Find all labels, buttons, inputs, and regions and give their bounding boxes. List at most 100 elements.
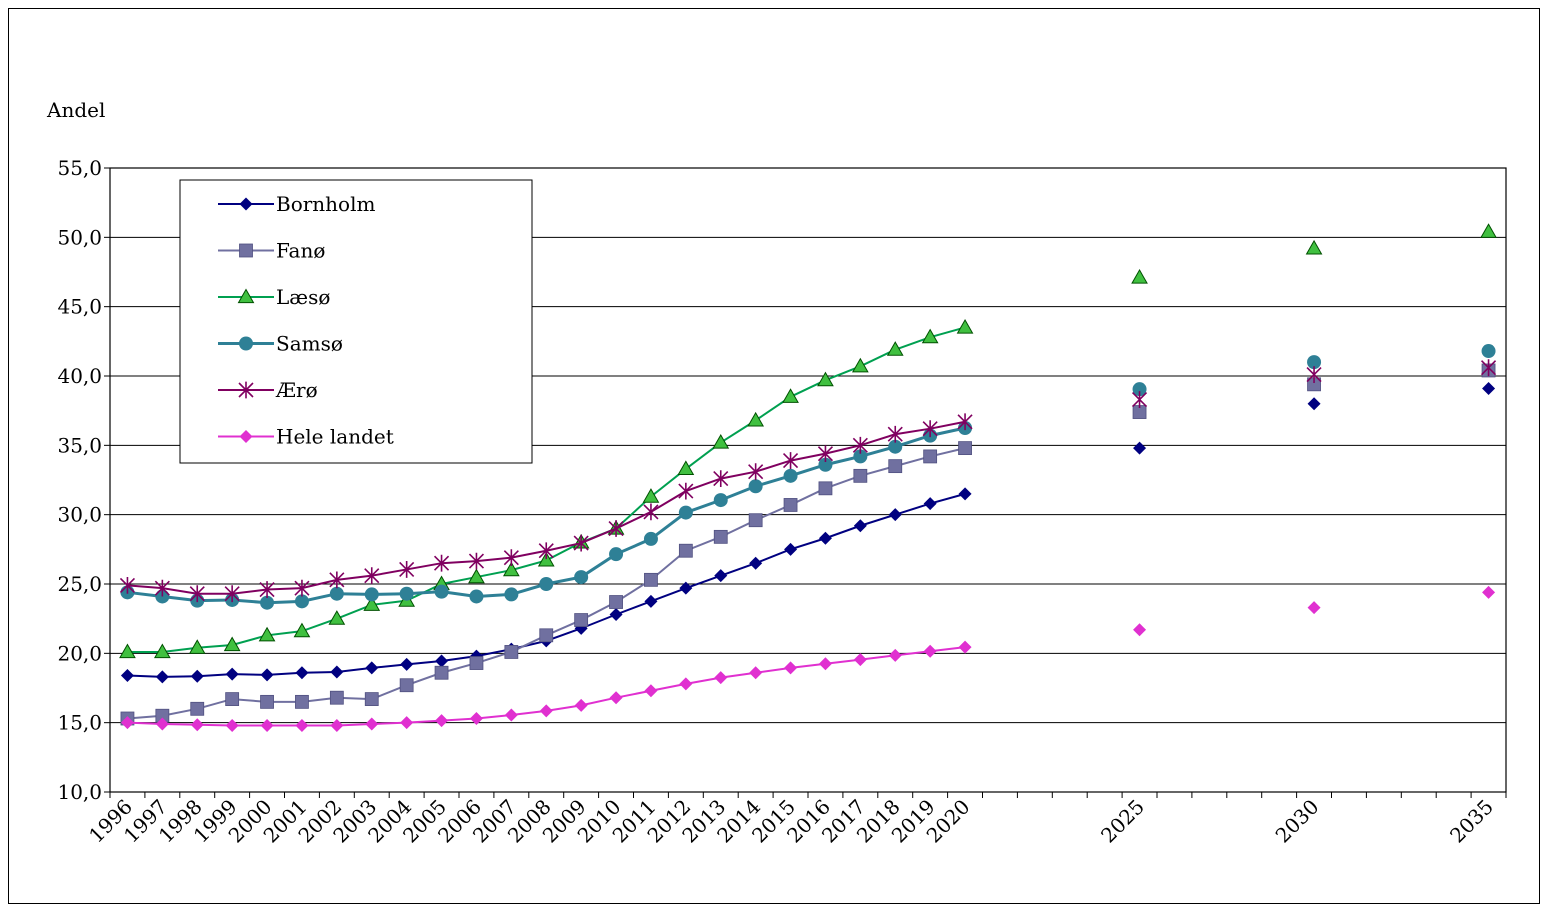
data-point	[713, 529, 728, 544]
data-point	[119, 643, 136, 659]
data-point	[399, 678, 414, 693]
data-point	[609, 595, 623, 609]
data-point	[923, 644, 937, 658]
data-point	[887, 425, 903, 443]
data-point	[679, 677, 693, 691]
data-point	[748, 463, 764, 481]
data-point	[783, 468, 798, 483]
legend-marker	[238, 381, 254, 399]
y-tick-label: 30,0	[57, 503, 102, 527]
data-point	[958, 640, 972, 654]
data-point	[433, 554, 450, 572]
data-point	[225, 667, 239, 681]
data-point	[400, 657, 414, 671]
data-point	[225, 692, 240, 706]
data-point	[713, 493, 728, 508]
data-point	[609, 547, 624, 562]
legend-marker	[239, 336, 253, 351]
legend-marker	[237, 288, 255, 304]
data-point	[504, 645, 519, 659]
data-point	[853, 653, 867, 667]
data-point	[154, 579, 170, 597]
data-point	[888, 648, 902, 662]
data-point	[155, 670, 169, 684]
data-point	[190, 701, 205, 716]
data-point	[435, 654, 449, 668]
data-point	[748, 513, 763, 528]
y-axis-label: Andel	[46, 98, 105, 122]
data-point	[749, 666, 763, 680]
data-point	[678, 482, 694, 500]
data-point	[330, 718, 344, 732]
data-point	[609, 608, 623, 622]
data-point	[399, 561, 415, 578]
data-point	[365, 661, 379, 675]
data-point	[258, 626, 276, 642]
data-point	[1307, 397, 1321, 411]
data-point	[818, 481, 833, 496]
data-point	[1131, 391, 1148, 408]
data-point	[1133, 623, 1147, 637]
data-point	[539, 577, 554, 591]
data-point	[119, 576, 136, 594]
data-point	[1306, 366, 1322, 384]
data-point	[644, 684, 658, 698]
data-point	[294, 594, 309, 609]
data-point	[818, 531, 832, 545]
data-point	[923, 449, 938, 464]
x-tick-label: 2025	[1096, 795, 1149, 848]
data-point	[400, 716, 414, 730]
data-point	[434, 584, 449, 599]
data-point	[888, 439, 903, 454]
data-point	[574, 570, 589, 585]
data-point	[643, 503, 659, 521]
data-point	[468, 568, 485, 584]
data-point	[503, 549, 519, 567]
data-point	[538, 542, 554, 560]
data-point	[644, 572, 658, 587]
data-point	[1481, 344, 1496, 359]
data-point	[714, 671, 728, 685]
data-point	[1482, 585, 1496, 599]
data-point	[259, 581, 275, 598]
data-point	[190, 718, 204, 732]
data-point	[330, 665, 344, 679]
legend-label: Læsø	[276, 285, 330, 309]
data-point	[155, 717, 169, 731]
y-tick-label: 20,0	[57, 641, 102, 665]
data-point	[294, 579, 310, 597]
data-point	[853, 519, 867, 533]
data-point	[921, 328, 939, 344]
data-point	[886, 341, 904, 356]
data-point	[1132, 382, 1147, 397]
data-point	[364, 587, 379, 602]
data-point	[1482, 381, 1496, 395]
data-point	[749, 556, 763, 570]
data-point	[818, 657, 832, 671]
data-point	[782, 452, 799, 469]
data-point	[958, 487, 972, 501]
data-point	[678, 505, 693, 520]
data-point	[329, 690, 344, 705]
data-point	[956, 318, 974, 334]
data-point	[574, 698, 588, 712]
data-point	[608, 520, 624, 537]
y-tick-label: 55,0	[57, 156, 102, 180]
data-point	[677, 460, 695, 476]
data-point	[888, 508, 902, 522]
data-point	[120, 669, 134, 683]
data-point	[469, 712, 483, 726]
data-point	[1133, 441, 1147, 455]
data-point	[1480, 223, 1497, 238]
data-point	[435, 714, 449, 728]
y-tick-label: 40,0	[57, 364, 102, 388]
data-point	[818, 457, 833, 472]
data-point	[784, 542, 798, 556]
legend-marker	[239, 197, 253, 211]
data-point	[1307, 601, 1321, 615]
data-point	[748, 479, 763, 494]
data-point	[504, 708, 518, 722]
data-point	[642, 488, 660, 503]
legend-label: Fanø	[276, 239, 325, 263]
legend-label: Samsø	[276, 332, 343, 356]
